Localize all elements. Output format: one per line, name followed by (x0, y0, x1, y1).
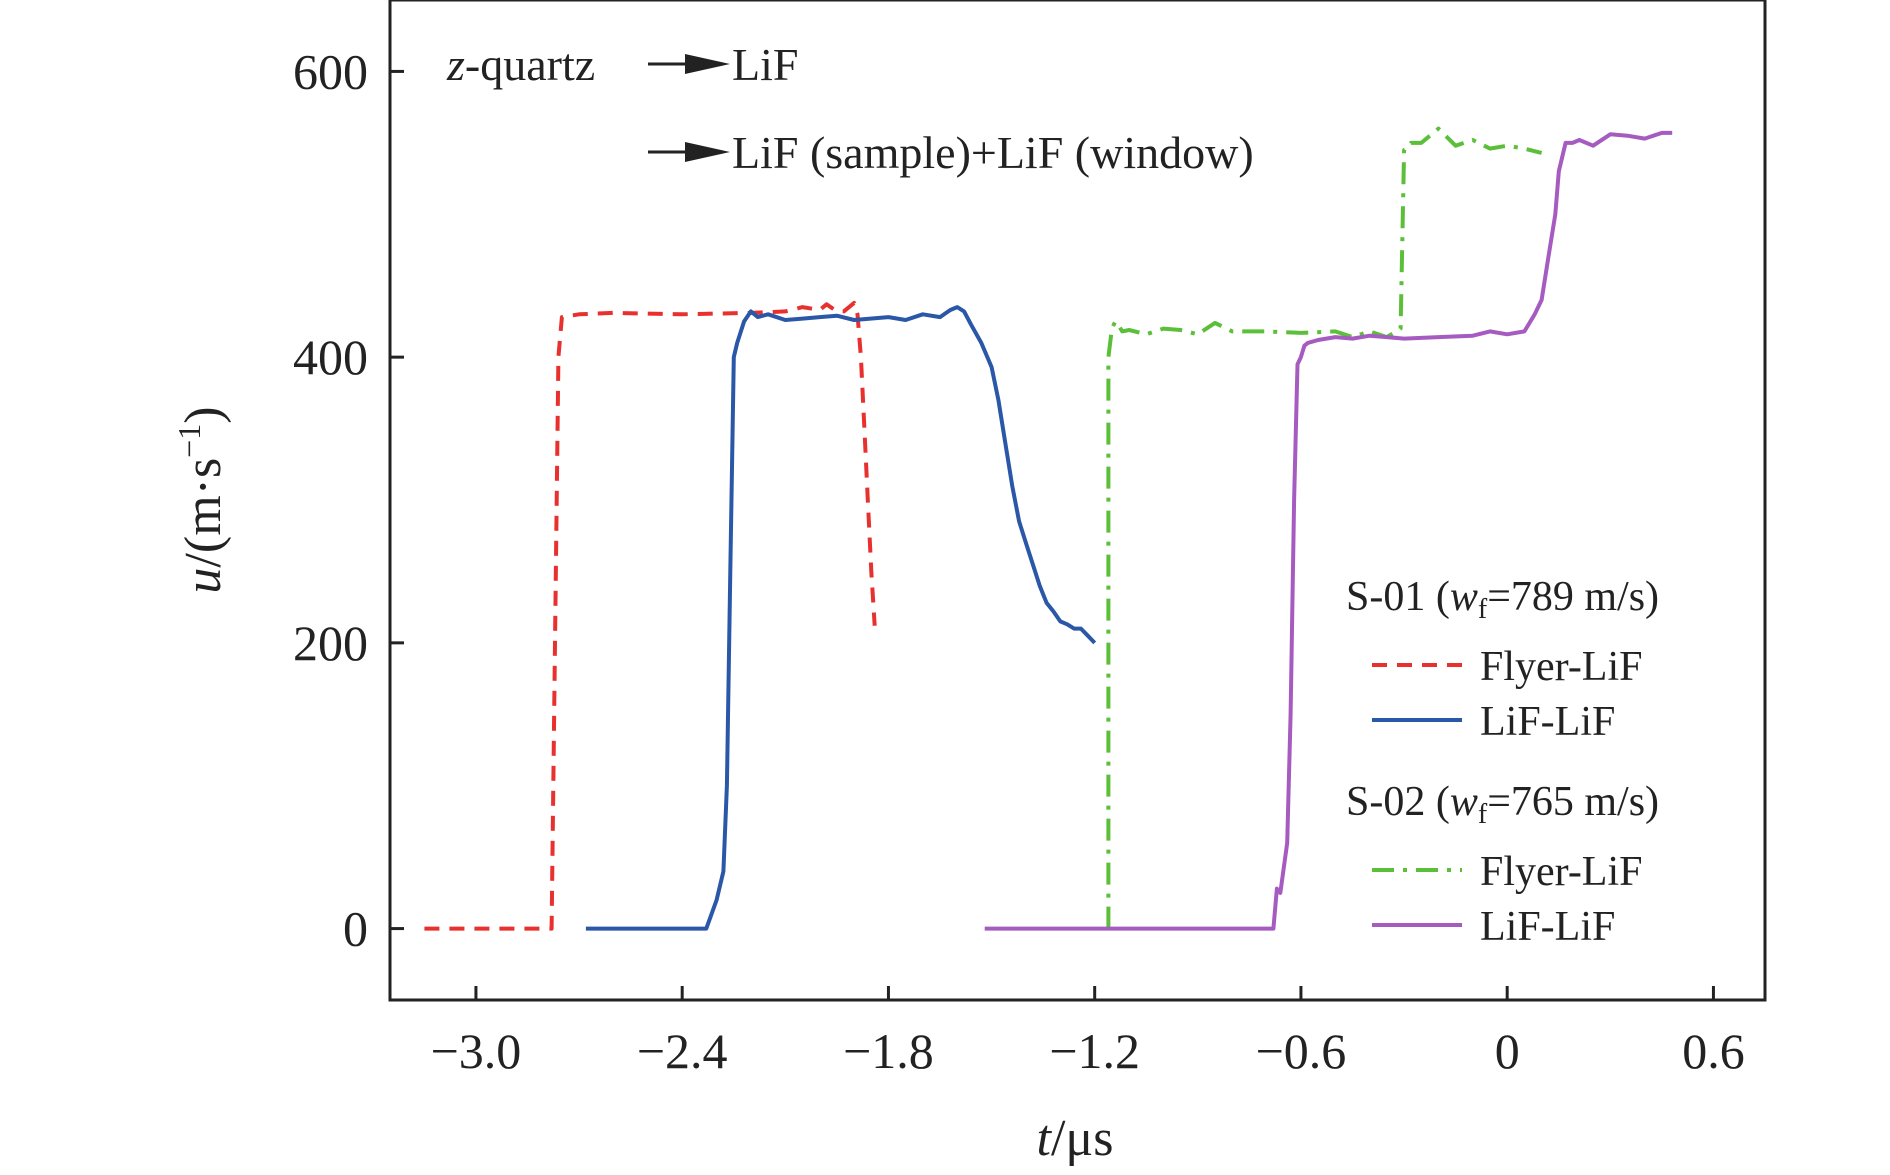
plot-frame (388, 0, 1767, 1002)
x-tick-label: −1.8 (843, 1023, 934, 1079)
y-tick-label: 200 (293, 615, 368, 671)
x-tick-label: −3.0 (431, 1023, 522, 1079)
series-line-s-02-lif-lif (984, 130, 1673, 931)
legend: S-01 (wf=789 m/s) Flyer-LiF LiF-LiF S-02… (1346, 574, 1659, 950)
legend-label-s01-lif: LiF-LiF (1480, 699, 1615, 745)
series-line-s-01-lif-lif (585, 305, 1097, 931)
x-tick-label: 0.6 (1682, 1023, 1745, 1079)
y-axis-label: u/(m·s−1) (171, 406, 232, 593)
legend-title-s01: S-01 (wf=789 m/s) (1346, 574, 1659, 625)
y-tick-label: 600 (293, 43, 368, 99)
svg-text:LiF (sample)+LiF (window): LiF (sample)+LiF (window) (732, 127, 1254, 178)
legend-title-s02: S-02 (wf=765 m/s) (1346, 779, 1659, 830)
x-axis-ticks: −3.0 −2.4 −1.8 −1.2 −0.6 0 0.6 (431, 986, 1745, 1079)
x-tick-label: −2.4 (637, 1023, 728, 1079)
x-tick-label: −1.2 (1049, 1023, 1140, 1079)
series-line-s-01-flyer-lif (424, 300, 877, 931)
y-tick-label: 0 (343, 901, 368, 957)
x-tick-label: 0 (1495, 1023, 1520, 1079)
legend-label-s01-flyer: Flyer-LiF (1480, 644, 1642, 690)
arrow-icon (648, 142, 730, 162)
svg-text:z-quartz: z-quartz (446, 39, 595, 90)
x-tick-label: −0.6 (1256, 1023, 1347, 1079)
legend-label-s02-flyer: Flyer-LiF (1480, 849, 1642, 895)
annotation-sample-window: LiF (sample)+LiF (window) (648, 127, 1254, 178)
y-tick-label: 400 (293, 329, 368, 385)
x-axis-label: t/μs (1036, 1110, 1113, 1167)
arrow-icon (648, 54, 730, 74)
y-axis-ticks: 0 200 400 600 (293, 43, 404, 957)
svg-text:LiF: LiF (732, 39, 798, 90)
legend-label-s02-lif: LiF-LiF (1480, 904, 1615, 950)
series-layer (424, 126, 1673, 931)
annotation-quartz: z-quartz LiF (446, 39, 798, 90)
series-line-s-02-flyer-lif (1106, 126, 1543, 929)
